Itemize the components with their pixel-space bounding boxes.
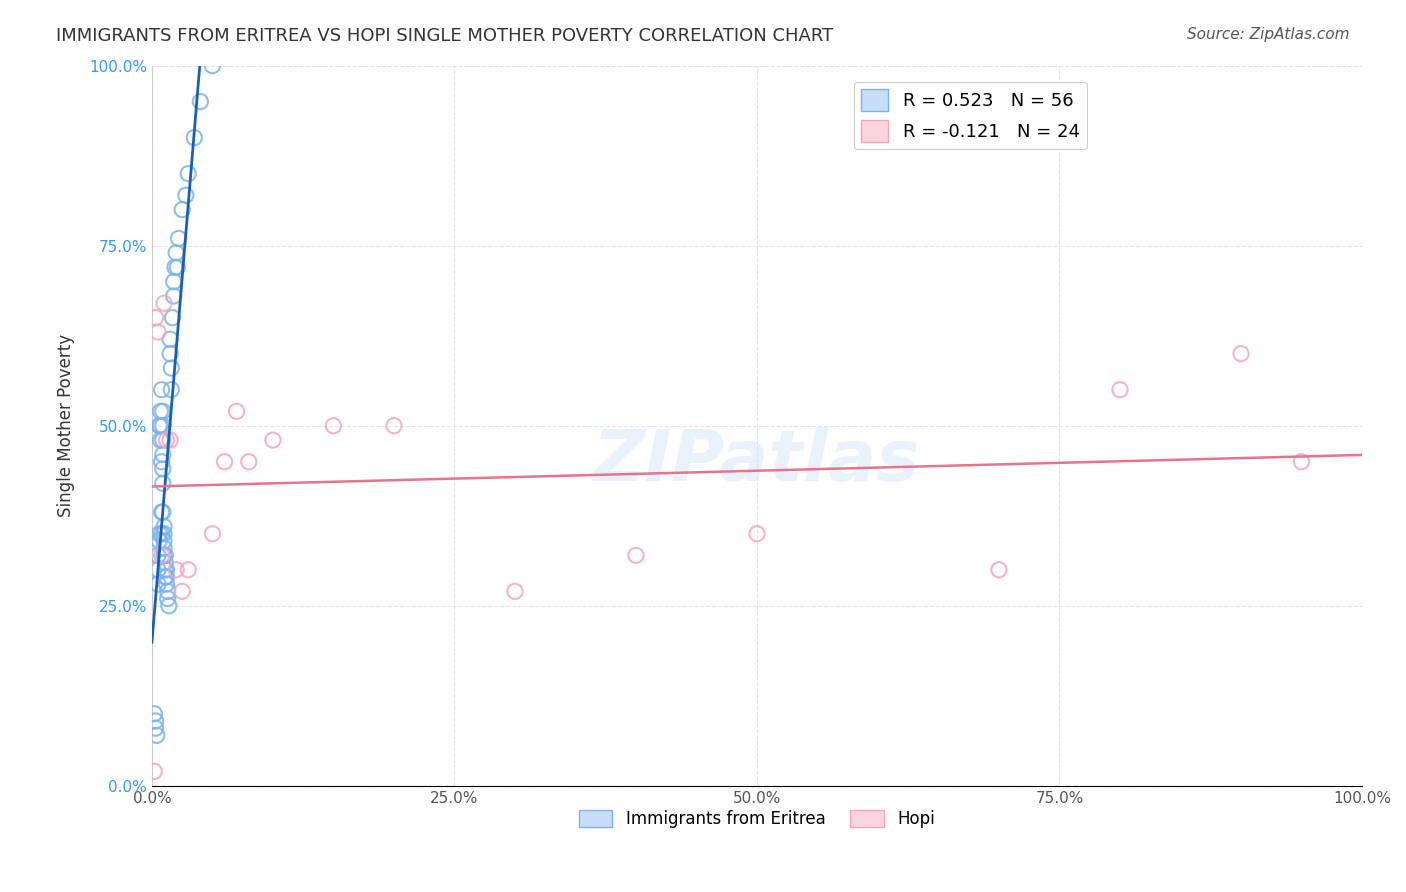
Point — [143, 764, 166, 779]
Point — [1109, 383, 1132, 397]
Point — [153, 519, 176, 533]
Point — [183, 130, 205, 145]
Point — [148, 526, 170, 541]
Point — [238, 455, 260, 469]
Point — [155, 433, 177, 447]
Point — [160, 383, 183, 397]
Point — [177, 167, 200, 181]
Point — [159, 346, 181, 360]
Text: ZIPatlas: ZIPatlas — [593, 427, 921, 496]
Point — [174, 188, 197, 202]
Point — [262, 433, 284, 447]
Point — [745, 526, 768, 541]
Point — [145, 714, 167, 728]
Point — [159, 433, 181, 447]
Point — [150, 505, 173, 519]
Point — [155, 563, 177, 577]
Point — [159, 332, 181, 346]
Point — [149, 418, 172, 433]
Point — [157, 599, 180, 613]
Point — [214, 455, 236, 469]
Point — [163, 275, 186, 289]
Point — [146, 728, 169, 742]
Point — [1230, 346, 1253, 360]
Point — [624, 549, 647, 563]
Point — [167, 231, 190, 245]
Point — [988, 563, 1011, 577]
Point — [150, 383, 173, 397]
Point — [153, 533, 176, 548]
Point — [155, 570, 177, 584]
Point — [145, 310, 167, 325]
Point — [148, 533, 170, 548]
Point — [172, 584, 194, 599]
Legend: Immigrants from Eritrea, Hopi: Immigrants from Eritrea, Hopi — [572, 804, 942, 835]
Point — [149, 404, 172, 418]
Point — [160, 361, 183, 376]
Text: Source: ZipAtlas.com: Source: ZipAtlas.com — [1187, 27, 1350, 42]
Point — [153, 296, 176, 310]
Point — [146, 325, 169, 339]
Point — [155, 570, 177, 584]
Point — [188, 95, 211, 109]
Point — [150, 455, 173, 469]
Point — [201, 59, 224, 73]
Point — [166, 260, 188, 275]
Point — [150, 549, 173, 563]
Point — [148, 418, 170, 433]
Point — [172, 202, 194, 217]
Point — [152, 448, 174, 462]
Point — [149, 433, 172, 447]
Point — [225, 404, 247, 418]
Point — [152, 505, 174, 519]
Point — [322, 418, 344, 433]
Point — [155, 556, 177, 570]
Point — [146, 577, 169, 591]
Point — [145, 721, 167, 735]
Point — [156, 584, 179, 599]
Point — [165, 245, 187, 260]
Point — [155, 549, 177, 563]
Point — [152, 462, 174, 476]
Point — [165, 563, 187, 577]
Point — [201, 526, 224, 541]
Point — [153, 549, 176, 563]
Point — [382, 418, 405, 433]
Point — [153, 541, 176, 555]
Point — [152, 418, 174, 433]
Y-axis label: Single Mother Poverty: Single Mother Poverty — [58, 334, 75, 517]
Point — [156, 591, 179, 606]
Point — [1291, 455, 1313, 469]
Point — [153, 526, 176, 541]
Point — [155, 577, 177, 591]
Point — [155, 563, 177, 577]
Point — [152, 476, 174, 491]
Point — [163, 289, 186, 303]
Point — [146, 549, 169, 563]
Point — [162, 310, 184, 325]
Point — [152, 433, 174, 447]
Point — [150, 526, 173, 541]
Point — [143, 706, 166, 721]
Text: IMMIGRANTS FROM ERITREA VS HOPI SINGLE MOTHER POVERTY CORRELATION CHART: IMMIGRANTS FROM ERITREA VS HOPI SINGLE M… — [56, 27, 834, 45]
Point — [503, 584, 526, 599]
Point — [152, 404, 174, 418]
Point — [146, 563, 169, 577]
Point — [177, 563, 200, 577]
Point — [163, 260, 186, 275]
